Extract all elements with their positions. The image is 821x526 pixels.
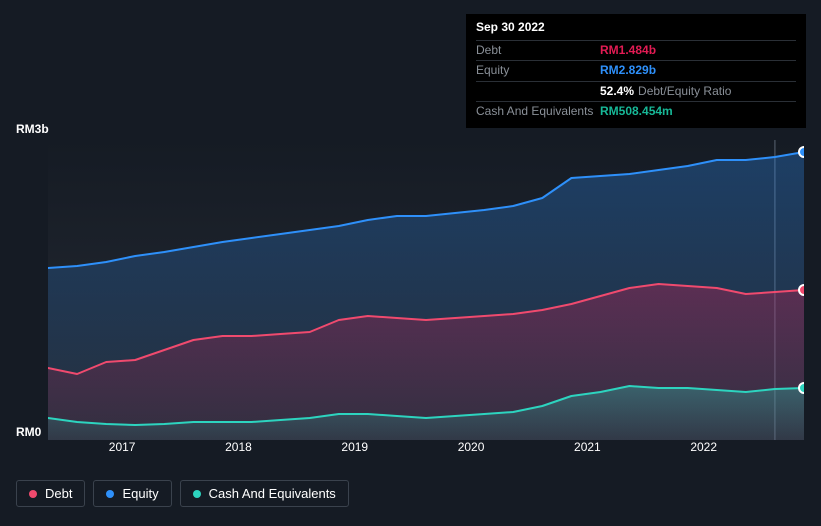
tooltip-ratio-text: Debt/Equity Ratio [638,84,731,100]
legend-dot-icon [106,490,114,498]
x-axis-tick: 2021 [574,440,601,454]
x-axis-tick: 2018 [225,440,252,454]
legend: Debt Equity Cash And Equivalents [16,480,349,507]
tooltip-row-debt: Debt RM1.484b [476,40,796,61]
legend-item-cash[interactable]: Cash And Equivalents [180,480,349,507]
y-axis-label-top: RM3b [16,122,49,136]
tooltip-value-debt: RM1.484b [600,43,656,59]
legend-item-debt[interactable]: Debt [16,480,85,507]
tooltip-label-cash: Cash And Equivalents [476,104,600,120]
x-axis-tick: 2020 [458,440,485,454]
tooltip-label-ratio [476,84,600,100]
tooltip-ratio-value: 52.4% [600,84,634,100]
tooltip-label-equity: Equity [476,63,600,79]
legend-label: Cash And Equivalents [209,486,336,501]
tooltip-date: Sep 30 2022 [476,20,796,36]
x-axis-tick: 2019 [341,440,368,454]
tooltip-value-equity: RM2.829b [600,63,656,79]
y-axis-label-bottom: RM0 [16,425,41,439]
tooltip-row-ratio: 52.4% Debt/Equity Ratio [476,81,796,102]
legend-dot-icon [193,490,201,498]
chart-area[interactable]: RM3b RM0 2017 2018 2019 2020 2021 2022 [16,120,804,465]
x-axis-tick: 2017 [109,440,136,454]
tooltip-row-cash: Cash And Equivalents RM508.454m [476,101,796,122]
tooltip-row-equity: Equity RM2.829b [476,60,796,81]
legend-dot-icon [29,490,37,498]
tooltip-value-cash: RM508.454m [600,104,673,120]
x-axis-tick: 2022 [690,440,717,454]
legend-label: Equity [122,486,158,501]
tooltip-label-debt: Debt [476,43,600,59]
chart-svg[interactable] [48,140,804,440]
legend-label: Debt [45,486,72,501]
x-axis: 2017 2018 2019 2020 2021 2022 [64,440,820,470]
legend-item-equity[interactable]: Equity [93,480,171,507]
chart-tooltip: Sep 30 2022 Debt RM1.484b Equity RM2.829… [466,14,806,128]
